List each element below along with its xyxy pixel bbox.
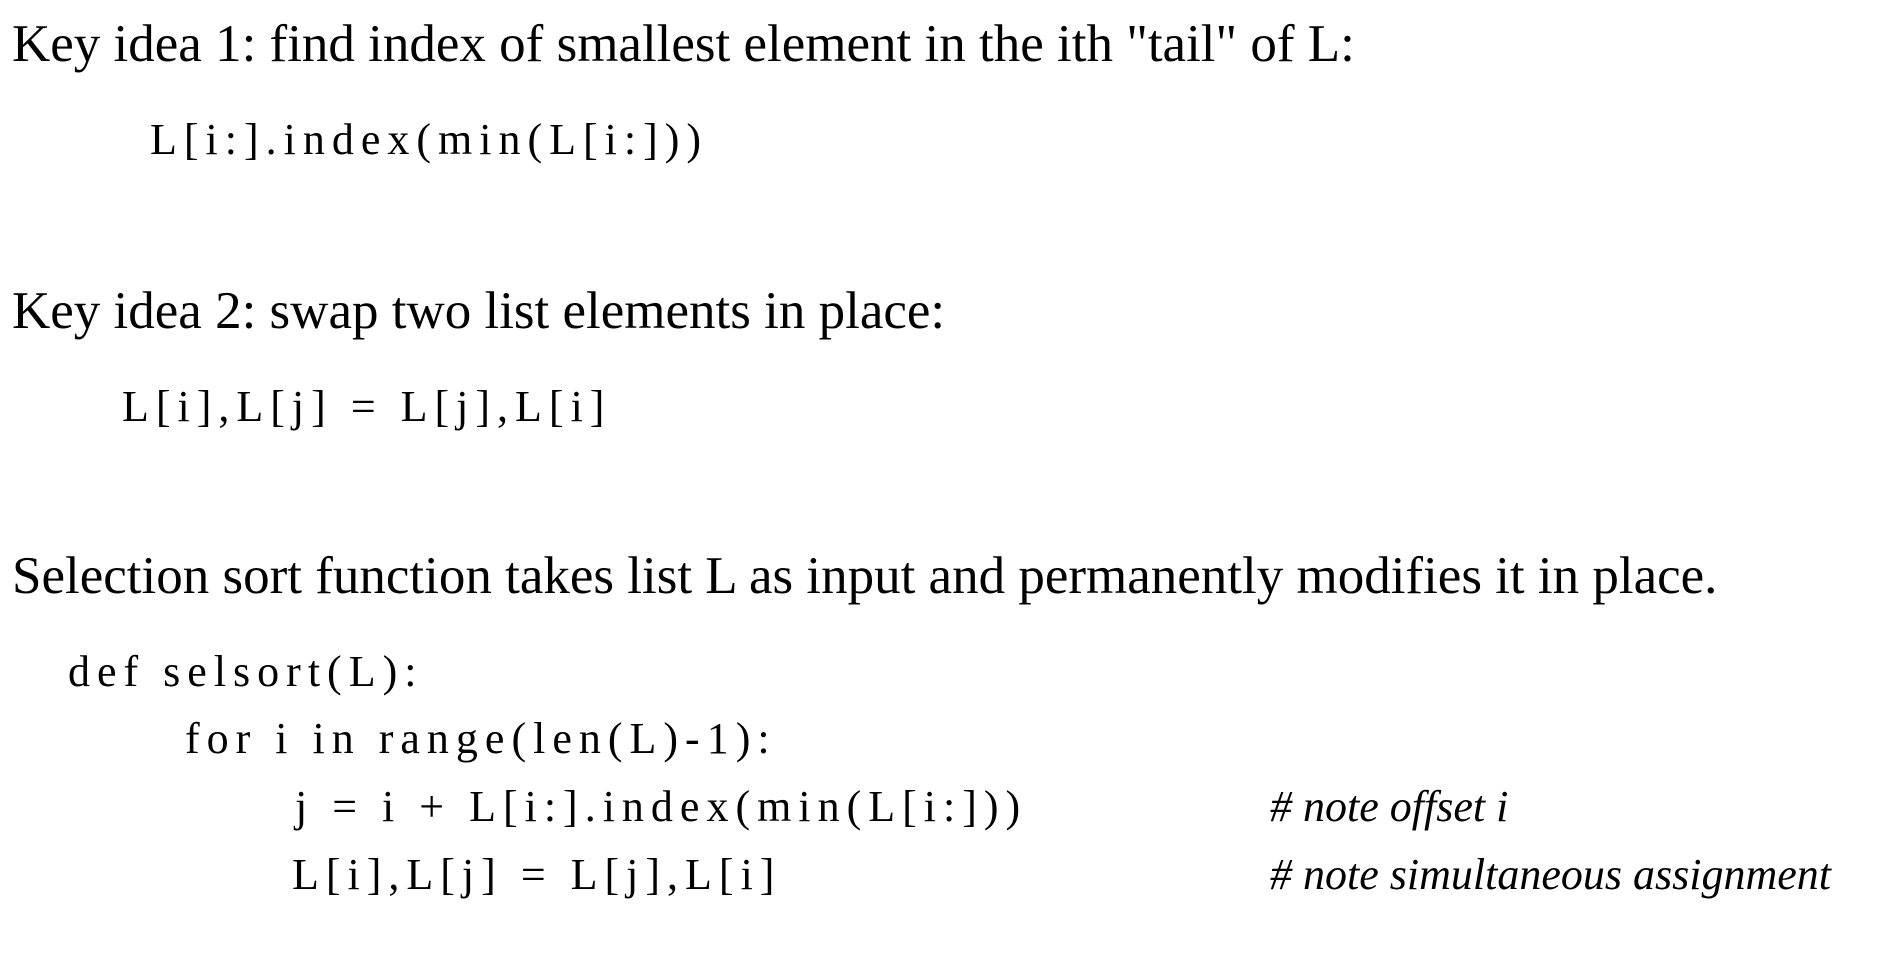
key-idea-2-text: Key idea 2: swap two list elements in pl… bbox=[12, 282, 946, 340]
code-line-for: for i in range(len(L)-1): bbox=[185, 714, 777, 763]
key-idea-2-code: L[i],L[j] = L[j],L[i] bbox=[122, 382, 612, 431]
code-line-find-min: j = i + L[i:].index(min(L[i:])) bbox=[295, 782, 1028, 831]
comment-simultaneous: # note simultaneous assignment bbox=[1270, 850, 1831, 899]
code-line-def: def selsort(L): bbox=[68, 647, 424, 696]
selection-sort-description: Selection sort function takes list L as … bbox=[12, 547, 1718, 605]
key-idea-1-code: L[i:].index(min(L[i:])) bbox=[150, 115, 709, 164]
code-line-swap: L[i],L[j] = L[j],L[i] bbox=[292, 850, 782, 899]
comment-offset: # note offset i bbox=[1270, 782, 1509, 831]
key-idea-1-text: Key idea 1: find index of smallest eleme… bbox=[12, 15, 1355, 73]
